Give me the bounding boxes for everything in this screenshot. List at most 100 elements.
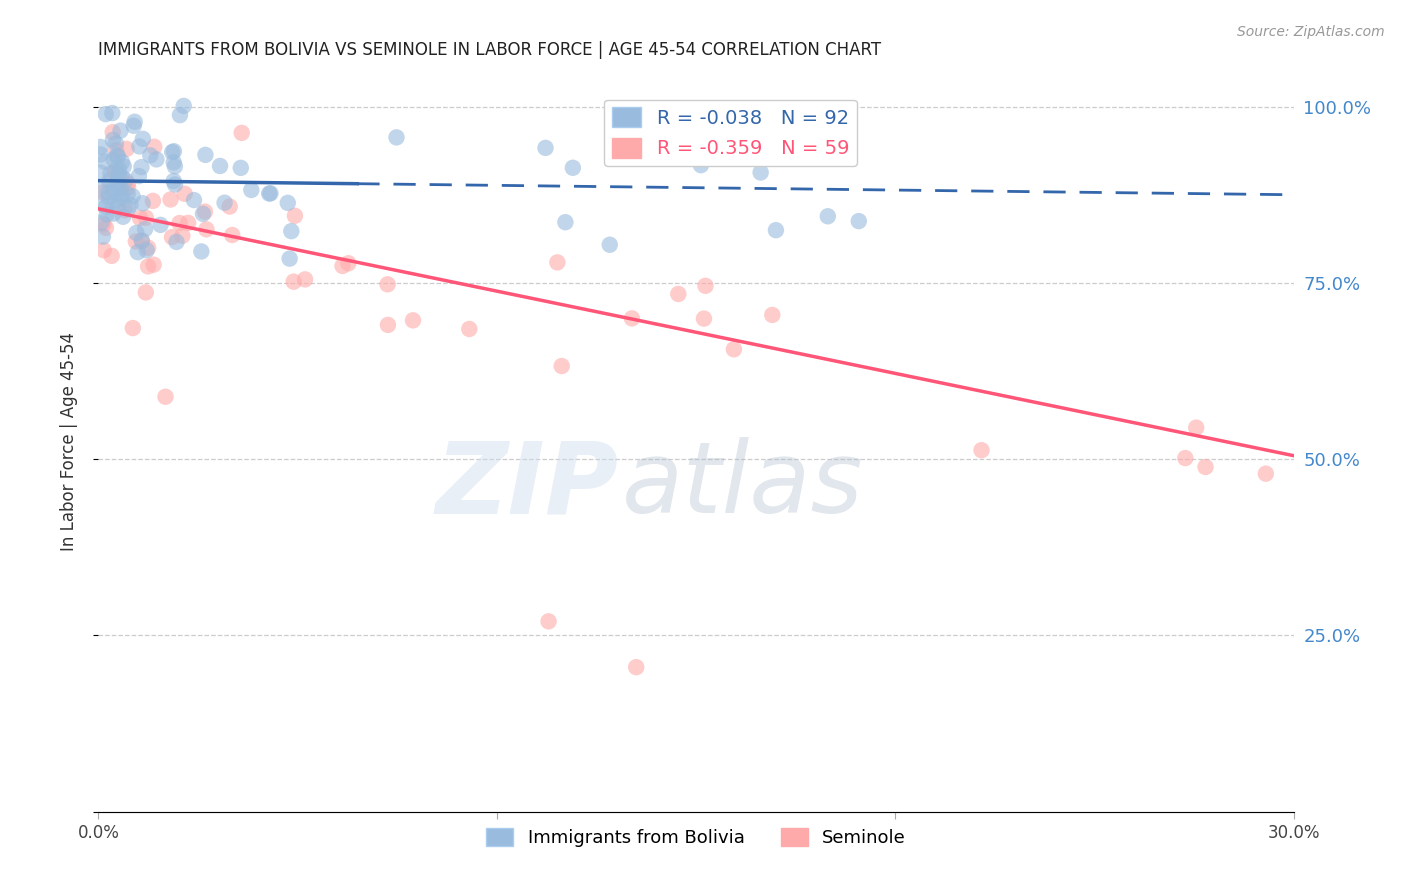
Point <box>332 259 354 273</box>
Point <box>131 234 153 248</box>
Point <box>90 196 112 211</box>
Point <box>190 244 212 259</box>
Point <box>149 218 172 232</box>
Point <box>94 154 117 169</box>
Point <box>90 181 112 195</box>
Point <box>114 173 136 187</box>
Point <box>554 215 576 229</box>
Point <box>105 143 128 157</box>
Point <box>104 166 127 180</box>
Point <box>128 169 150 183</box>
Point <box>666 287 689 301</box>
Y-axis label: In Labor Force | Age 45-54: In Labor Force | Age 45-54 <box>59 332 77 551</box>
Point <box>131 196 153 211</box>
Point <box>561 161 583 175</box>
Point <box>599 237 621 252</box>
Point <box>142 194 165 208</box>
Point <box>294 272 316 286</box>
Point <box>107 168 129 182</box>
Point <box>104 136 127 151</box>
Point <box>402 313 425 327</box>
Point <box>101 106 124 120</box>
Point <box>723 343 745 357</box>
Point <box>194 204 217 219</box>
Point <box>131 160 153 174</box>
Point <box>89 165 111 179</box>
Point <box>97 186 120 200</box>
Point <box>551 359 574 373</box>
Point <box>104 177 127 191</box>
Point <box>169 108 191 122</box>
Point <box>103 185 125 199</box>
Point <box>124 115 146 129</box>
Point <box>214 195 236 210</box>
Point <box>121 321 143 335</box>
Point <box>101 206 124 220</box>
Point <box>97 190 120 204</box>
Point <box>209 159 232 173</box>
Point <box>112 160 135 174</box>
Point <box>690 158 713 172</box>
Point <box>172 228 194 243</box>
Point <box>163 174 186 188</box>
Point <box>117 177 139 191</box>
Point <box>751 138 773 153</box>
Point <box>240 183 263 197</box>
Point <box>136 260 159 274</box>
Point <box>105 162 128 177</box>
Point <box>100 249 122 263</box>
Point <box>761 308 783 322</box>
Point <box>177 216 200 230</box>
Point <box>96 207 118 221</box>
Point <box>626 660 648 674</box>
Point <box>221 227 243 242</box>
Point <box>128 139 150 153</box>
Point <box>127 245 149 260</box>
Point <box>94 200 117 214</box>
Point <box>160 230 183 244</box>
Point <box>107 176 129 190</box>
Point <box>111 155 134 169</box>
Point <box>620 311 643 326</box>
Point <box>195 222 218 236</box>
Point <box>458 322 481 336</box>
Point <box>229 161 252 175</box>
Point <box>145 153 167 167</box>
Point <box>377 318 399 332</box>
Point <box>121 189 143 203</box>
Point <box>105 148 128 162</box>
Point <box>122 119 145 133</box>
Point <box>194 148 217 162</box>
Point <box>120 198 142 212</box>
Point <box>112 210 135 224</box>
Point <box>155 390 177 404</box>
Point <box>173 99 195 113</box>
Point <box>100 167 122 181</box>
Point <box>101 133 124 147</box>
Point <box>277 195 299 210</box>
Point <box>108 192 131 206</box>
Point <box>136 241 159 255</box>
Point <box>90 215 112 229</box>
Point <box>166 235 188 249</box>
Point <box>1185 420 1208 434</box>
Point <box>110 181 132 195</box>
Point <box>135 285 157 300</box>
Point <box>142 258 165 272</box>
Point <box>135 211 157 225</box>
Text: Source: ZipAtlas.com: Source: ZipAtlas.com <box>1237 25 1385 39</box>
Point <box>98 174 121 188</box>
Point <box>283 275 305 289</box>
Point <box>134 222 156 236</box>
Point <box>231 126 253 140</box>
Point <box>90 147 112 161</box>
Point <box>1174 451 1197 466</box>
Text: IMMIGRANTS FROM BOLIVIA VS SEMINOLE IN LABOR FORCE | AGE 45-54 CORRELATION CHART: IMMIGRANTS FROM BOLIVIA VS SEMINOLE IN L… <box>98 41 882 59</box>
Point <box>377 277 399 292</box>
Point <box>278 252 301 266</box>
Point <box>546 255 568 269</box>
Point <box>94 107 117 121</box>
Point <box>129 211 152 225</box>
Point <box>163 160 186 174</box>
Point <box>337 256 360 270</box>
